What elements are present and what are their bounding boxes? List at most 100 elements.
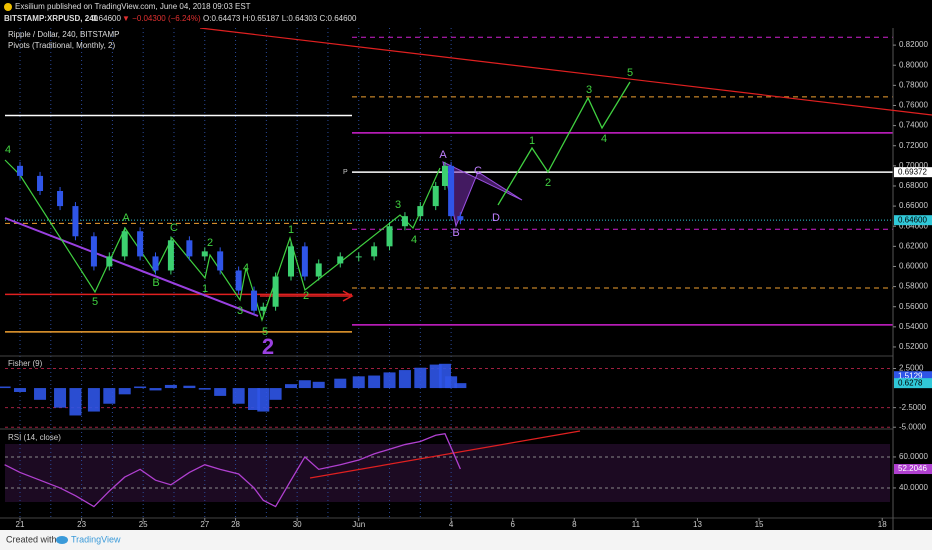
price-box-label: 0.64600 <box>898 215 927 224</box>
fisher-bar <box>164 384 177 389</box>
y-tick-label: 0.56000 <box>899 302 928 311</box>
trendline <box>4 217 259 317</box>
candle <box>448 165 455 217</box>
wave-label: 1 <box>288 224 294 236</box>
footer-text: Created with <box>6 534 57 544</box>
candle <box>272 276 279 307</box>
wave-label: 1 <box>529 135 535 147</box>
wave-label: B <box>152 277 159 289</box>
price-box <box>894 371 932 382</box>
y-tick-label: 0.54000 <box>899 322 928 331</box>
candle <box>417 206 424 217</box>
fisher-bar <box>398 370 411 389</box>
wave-projection <box>497 81 631 206</box>
wave-label: 2 <box>303 290 309 302</box>
candle <box>441 165 448 186</box>
wave-label: 3 <box>586 84 592 96</box>
price-box-label: 1.5129 <box>898 371 923 380</box>
y-tick-label: 0.72000 <box>899 141 928 150</box>
wave-label: 5 <box>262 326 268 338</box>
wave-label: 1 <box>202 283 208 295</box>
candle <box>432 185 439 207</box>
fisher-bar <box>414 367 427 389</box>
fisher-bar <box>54 388 67 408</box>
y-tick-label: 60.0000 <box>899 452 928 461</box>
wave-label: 3 <box>395 199 401 211</box>
x-tick-label: 30 <box>293 520 302 529</box>
y-tick-label: -5.0000 <box>899 422 927 431</box>
fisher-bar <box>445 376 458 389</box>
x-tick-label: 25 <box>139 520 148 529</box>
fisher-bar <box>0 386 11 389</box>
wave-label: C <box>170 222 178 234</box>
y-tick-label: 0.74000 <box>899 121 928 130</box>
fisher-bar <box>214 388 227 396</box>
y-tick-label: 0.80000 <box>899 60 928 69</box>
candle <box>186 240 193 257</box>
x-tick-label: 15 <box>755 520 764 529</box>
wave-label: 2 <box>207 237 213 249</box>
publisher: Exsilium published on TradingView.com, J… <box>15 2 251 11</box>
x-tick-label: 21 <box>16 520 25 529</box>
candle <box>90 236 97 267</box>
x-tick-label: Jun <box>352 520 365 529</box>
wave-label: 4 <box>5 144 11 156</box>
fisher-bar <box>352 376 365 389</box>
rsi-trendline <box>309 430 581 479</box>
fisher-bar <box>284 384 297 389</box>
price-box-label: 52.2046 <box>898 464 927 473</box>
wave-label: A <box>439 149 447 161</box>
candle <box>386 226 393 247</box>
brand[interactable]: TradingView <box>71 534 121 544</box>
trendline <box>199 27 932 116</box>
wave-label: D <box>492 212 500 224</box>
rsi-line <box>4 432 461 508</box>
wave-label: 4 <box>411 234 417 246</box>
fisher-bar <box>14 388 27 392</box>
wave-label: 5 <box>92 296 98 308</box>
candle <box>371 246 378 257</box>
y-tick-label: 2.5000 <box>899 364 924 373</box>
wave-label: A <box>122 212 130 224</box>
y-tick-label: 0.82000 <box>899 40 928 49</box>
y-tick-label: 0.64000 <box>899 221 928 230</box>
candle <box>457 216 464 221</box>
fisher-bar <box>183 385 196 389</box>
candle <box>201 251 208 257</box>
fisher-bar <box>334 378 347 389</box>
candle <box>251 290 258 311</box>
fisher-bar <box>149 388 162 391</box>
fisher-bar <box>69 388 82 416</box>
candle <box>57 190 64 207</box>
candle <box>217 251 224 271</box>
price-box <box>894 215 932 226</box>
pane-title: Ripple / Dollar, 240, BITSTAMP <box>8 30 119 39</box>
y-tick-label: -2.5000 <box>899 403 927 412</box>
candle <box>337 256 344 264</box>
x-tick-label: 18 <box>878 520 887 529</box>
fisher-bar <box>383 372 396 389</box>
wave-label: 2 <box>545 177 551 189</box>
y-tick-label: 0.62000 <box>899 241 928 250</box>
fisher-bar <box>34 388 47 400</box>
fisher-bar <box>232 388 245 404</box>
symbol: BITSTAMP:XRPUSD, 240 <box>4 14 99 23</box>
fisher-title: Fisher (9) <box>8 359 43 368</box>
y-tick-label: 0.70000 <box>899 161 928 170</box>
candle <box>315 263 322 277</box>
grid <box>5 28 893 518</box>
candle <box>301 246 308 277</box>
y-tick-label: 40.0000 <box>899 483 928 492</box>
candle <box>17 165 24 176</box>
avatar <box>4 3 12 11</box>
fisher-bar <box>198 388 211 390</box>
price-box <box>894 167 932 178</box>
rsi-title: RSI (14, close) <box>8 433 61 442</box>
candle <box>121 231 128 257</box>
change: ▼ −0.04300 (−6.24%) <box>122 14 201 23</box>
fisher-bar <box>429 364 442 389</box>
price-box-label: 0.6278 <box>898 378 923 387</box>
fisher-bar <box>134 386 147 389</box>
